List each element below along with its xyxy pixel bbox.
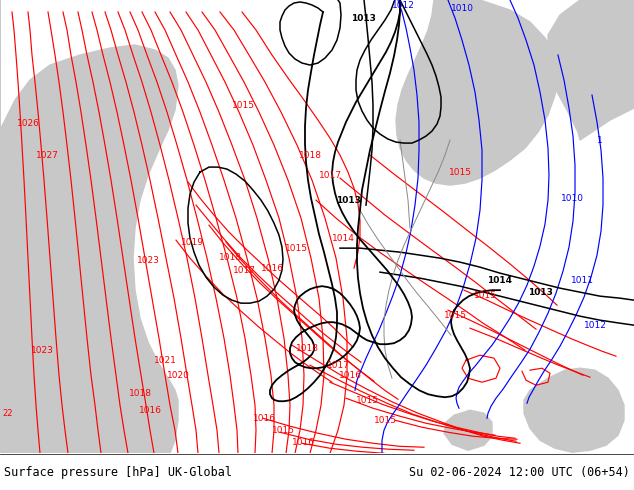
Text: 1015: 1015 (231, 100, 254, 110)
Text: 1016: 1016 (292, 438, 314, 447)
Text: 1014: 1014 (332, 234, 354, 243)
Text: 1012: 1012 (392, 0, 415, 9)
Text: 1013: 1013 (351, 14, 375, 23)
Text: 1010: 1010 (560, 194, 583, 202)
Text: 1018: 1018 (299, 150, 321, 160)
Text: 1015: 1015 (285, 244, 307, 253)
Text: 1015: 1015 (271, 426, 295, 435)
Text: 1018: 1018 (295, 343, 318, 353)
Polygon shape (444, 410, 492, 450)
Text: 1016: 1016 (138, 406, 162, 415)
Text: 1017: 1017 (233, 266, 256, 275)
Text: 1027: 1027 (36, 150, 58, 160)
Text: 1015: 1015 (444, 311, 467, 319)
Text: 1020: 1020 (167, 371, 190, 380)
Text: 1013: 1013 (527, 288, 552, 296)
Text: 1015: 1015 (373, 416, 396, 425)
Text: Surface pressure [hPa] UK-Global: Surface pressure [hPa] UK-Global (4, 466, 232, 479)
Text: 1019: 1019 (181, 238, 204, 246)
Text: 1017: 1017 (318, 171, 342, 180)
Text: 1017: 1017 (327, 361, 349, 369)
Text: 1016: 1016 (339, 371, 361, 380)
Text: 1014: 1014 (488, 276, 512, 285)
Polygon shape (396, 0, 558, 185)
Text: 1023: 1023 (30, 345, 53, 355)
Text: 1015: 1015 (448, 168, 472, 176)
Text: 1021: 1021 (153, 356, 176, 365)
Text: 1026: 1026 (16, 119, 39, 127)
Polygon shape (0, 0, 178, 453)
Text: 1010: 1010 (451, 3, 474, 13)
Text: 1015: 1015 (356, 396, 378, 405)
Text: 1016: 1016 (261, 264, 283, 272)
Text: 1012: 1012 (583, 320, 607, 330)
Polygon shape (548, 0, 634, 140)
Text: 1016: 1016 (252, 414, 276, 423)
Text: 1018: 1018 (129, 389, 152, 398)
Text: 1013: 1013 (335, 196, 361, 205)
Text: 1018: 1018 (219, 253, 242, 262)
Text: 1015: 1015 (474, 291, 496, 300)
Text: 1: 1 (597, 136, 603, 145)
Text: 22: 22 (3, 409, 13, 418)
Text: 1023: 1023 (136, 256, 159, 265)
Text: Su 02-06-2024 12:00 UTC (06+54): Su 02-06-2024 12:00 UTC (06+54) (409, 466, 630, 479)
Text: 1011: 1011 (571, 276, 593, 285)
Polygon shape (524, 368, 624, 452)
